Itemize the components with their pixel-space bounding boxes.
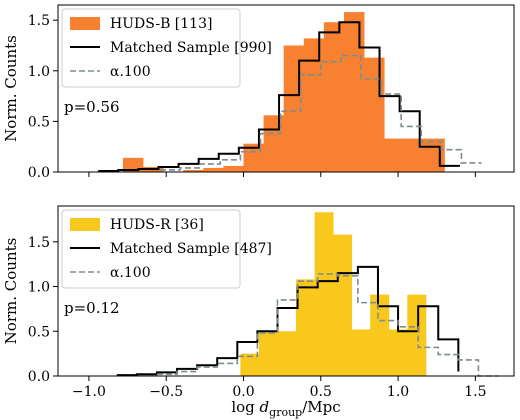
p-value-annotation: p=0.12	[64, 299, 120, 317]
histogram-bar	[303, 38, 325, 173]
histogram-bar	[407, 294, 427, 376]
legend-frame	[61, 8, 241, 88]
legend-swatch-filled	[70, 218, 100, 231]
y-tick-label: 0.0	[28, 165, 50, 181]
legend-frame	[61, 209, 241, 289]
dashed-step-line	[156, 273, 499, 377]
y-tick-label: 1.0	[28, 64, 50, 80]
x-axis-label-var: d	[260, 398, 270, 416]
step-line	[116, 265, 460, 377]
histogram-bar	[183, 169, 204, 172]
histogram-bar	[203, 167, 224, 172]
histogram-bar	[258, 331, 278, 376]
histogram-bar	[370, 294, 390, 376]
legend-swatch-filled	[70, 17, 100, 30]
axes-frame	[57, 4, 515, 173]
top-panel: 0.0 0.5 1.0 1.5 Norm. Counts p=0.56 HUDS-B [11…	[2, 4, 515, 181]
histogram-bar	[364, 57, 385, 172]
y-tick-label: 0.5	[28, 324, 50, 340]
histogram-bar	[384, 138, 405, 172]
y-axis-label: Norm. Counts	[2, 35, 20, 142]
histogram-bar	[314, 212, 334, 376]
histogram-bar	[296, 279, 315, 376]
legend-label: HUDS-B [113]	[110, 16, 212, 32]
x-tick-label: 1.5	[464, 384, 486, 400]
y-tick-label: 1.5	[28, 235, 50, 251]
histogram-bar	[223, 165, 244, 172]
legend: HUDS-R [36] Matched Sample [487] α.100	[61, 209, 272, 289]
y-axis-label: Norm. Counts	[2, 238, 20, 345]
x-axis-label-suffix: /Mpc	[302, 398, 340, 416]
axes-frame	[57, 205, 515, 377]
legend-label: α.100	[110, 265, 151, 281]
x-tick-label: −1.0	[72, 384, 106, 400]
bottom-panel: −1.0 −0.5 0.0 0.5 1.0 1.5 0.0 0.5 1.0 1.5 Norm. Co…	[2, 205, 515, 419]
x-tick-label: 0.5	[310, 384, 332, 400]
legend-label: Matched Sample [990]	[110, 40, 272, 56]
histogram-bar	[277, 331, 297, 376]
legend: HUDS-B [113] Matched Sample [990] α.100	[61, 8, 272, 88]
histogram-bar	[404, 138, 425, 172]
legend-label: Matched Sample [487]	[110, 241, 272, 257]
p-value-annotation: p=0.56	[64, 98, 120, 116]
x-axis-label: log dgroup/Mpc	[231, 398, 340, 419]
histogram-bar	[323, 22, 345, 173]
histogram-bar	[243, 143, 264, 172]
histogram-bar	[351, 329, 371, 376]
x-axis-label-sub: group	[269, 406, 302, 419]
legend-label: HUDS-R [36]	[110, 217, 204, 233]
y-tick-label: 0.5	[28, 114, 50, 130]
dashed-step-line	[160, 54, 482, 171]
histogram-bar	[343, 12, 365, 172]
x-tick-label: 0.0	[232, 384, 254, 400]
histogram-bar	[240, 353, 260, 376]
histogram-bar	[333, 234, 353, 376]
histogram-bar	[388, 329, 408, 376]
step-line	[98, 21, 460, 172]
legend-label: α.100	[110, 64, 151, 80]
y-tick-label: 0.0	[28, 369, 50, 385]
histogram-bar	[424, 138, 445, 172]
x-tick-label: −0.5	[149, 384, 183, 400]
y-tick-label: 1.0	[28, 280, 50, 296]
y-tick-label: 1.5	[28, 13, 50, 29]
x-axis-label-prefix: log	[231, 398, 259, 416]
x-tick-label: 1.0	[387, 384, 409, 400]
